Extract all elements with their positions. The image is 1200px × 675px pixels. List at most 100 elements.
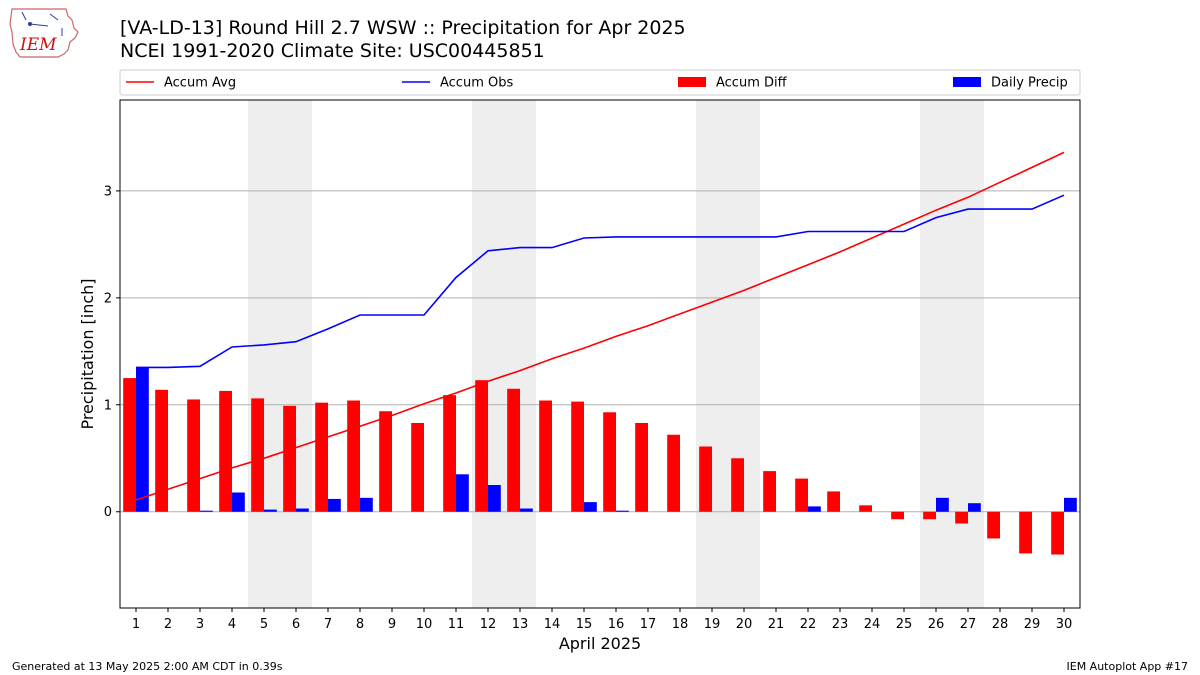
daily-precip-bar xyxy=(200,510,213,512)
accum-diff-bar xyxy=(859,505,872,512)
x-tick-label: 15 xyxy=(576,617,593,632)
accum-diff-bar xyxy=(283,405,296,512)
legend-label: Accum Avg xyxy=(164,76,236,91)
x-tick-label: 24 xyxy=(864,617,881,632)
daily-precip-bar xyxy=(584,502,597,512)
accum-diff-bar xyxy=(1019,511,1032,554)
x-tick-label: 27 xyxy=(960,617,977,632)
daily-precip-bar xyxy=(936,497,949,512)
x-tick-label: 12 xyxy=(480,617,497,632)
weekend-shade xyxy=(472,100,536,608)
accum-diff-bar xyxy=(923,511,936,520)
logo-text: IEM xyxy=(19,35,57,55)
accum-diff-bar xyxy=(763,471,776,512)
legend-label: Daily Precip xyxy=(991,76,1068,91)
daily-precip-bar xyxy=(616,510,629,512)
accum-diff-bar xyxy=(315,402,328,512)
accum-avg-line xyxy=(135,151,1065,501)
daily-precip-bar xyxy=(488,485,501,512)
x-tick-label: 18 xyxy=(672,617,689,632)
x-tick-label: 3 xyxy=(196,617,204,632)
daily-precip-bar xyxy=(136,367,149,512)
generated-timestamp: Generated at 13 May 2025 2:00 AM CDT in … xyxy=(12,660,283,673)
weekend-shade xyxy=(248,100,312,608)
legend-bar-swatch xyxy=(678,77,706,87)
x-tick-label: 7 xyxy=(324,617,332,632)
plot-frame xyxy=(119,99,1081,609)
accum-diff-bar xyxy=(891,511,904,520)
daily-precip-bar xyxy=(232,492,245,512)
accum-diff-bar xyxy=(987,511,1000,539)
iem-logo: IEM xyxy=(9,8,79,58)
x-tick-label: 8 xyxy=(356,617,364,632)
accum-diff-bar xyxy=(827,491,840,512)
accum-diff-bar xyxy=(187,399,200,512)
x-tick-label: 13 xyxy=(512,617,529,632)
x-tick-label: 29 xyxy=(1024,617,1041,632)
y-tick-label: 3 xyxy=(104,184,112,199)
x-tick-label: 10 xyxy=(416,617,433,632)
x-tick-label: 1 xyxy=(132,617,140,632)
accum-diff-bar xyxy=(443,395,456,512)
accum-diff-bar xyxy=(635,422,648,512)
x-tick-label: 6 xyxy=(292,617,300,632)
daily-precip-bar xyxy=(360,497,373,512)
x-tick-label: 14 xyxy=(544,617,561,632)
x-tick-label: 5 xyxy=(260,617,268,632)
y-axis-label: Precipitation [inch] xyxy=(78,278,97,429)
accum-diff-bar xyxy=(411,422,424,512)
accum-diff-bar xyxy=(123,378,136,512)
legend-label: Accum Diff xyxy=(716,76,788,91)
legend-box xyxy=(119,69,1081,96)
weekend-shading xyxy=(248,100,984,608)
daily-precip-bar xyxy=(808,506,821,512)
y-tick-label: 2 xyxy=(104,291,112,306)
daily-precip-bar xyxy=(328,498,341,512)
line-series xyxy=(135,151,1065,501)
accum-diff-bar xyxy=(347,400,360,512)
accum-diff-bar xyxy=(603,412,616,512)
x-tick-label: 2 xyxy=(164,617,172,632)
grid-lines xyxy=(120,190,1080,513)
accum-obs-line xyxy=(136,194,1065,369)
accum-diff-bar xyxy=(155,389,168,512)
accum-diff-bar xyxy=(1051,511,1064,555)
legend-label: Accum Obs xyxy=(440,76,513,91)
x-tick-label: 28 xyxy=(992,617,1009,632)
legend-bar-swatch xyxy=(953,77,981,87)
x-tick-label: 19 xyxy=(704,617,721,632)
accum-diff-bar xyxy=(699,446,712,512)
daily-precip-bar xyxy=(1064,497,1077,512)
daily-precip-bar xyxy=(264,509,277,512)
daily-precip-bar xyxy=(296,508,309,512)
x-tick-label: 17 xyxy=(640,617,657,632)
chart-title: [VA-LD-13] Round Hill 2.7 WSW :: Precipi… xyxy=(120,17,686,39)
accum-diff-bar xyxy=(507,388,520,512)
x-tick-label: 21 xyxy=(768,617,785,632)
accum-diff-bar xyxy=(475,380,488,512)
daily-precip-bar xyxy=(520,508,533,512)
x-tick-label: 9 xyxy=(388,617,396,632)
y-tick-label: 1 xyxy=(104,398,112,413)
x-tick-label: 11 xyxy=(448,617,465,632)
x-tick-label: 22 xyxy=(800,617,817,632)
accum-diff-bar xyxy=(955,511,968,524)
x-tick-label: 30 xyxy=(1056,617,1073,632)
daily-precip-bar xyxy=(456,474,469,512)
accum-diff-bar xyxy=(219,390,232,512)
app-credit: IEM Autoplot App #17 xyxy=(1066,660,1189,673)
accum-diff-bar xyxy=(795,478,808,512)
x-tick-label: 16 xyxy=(608,617,625,632)
daily-precip-bar xyxy=(968,503,981,512)
accum-diff-bar xyxy=(731,458,744,512)
accum-diff-bar xyxy=(251,398,264,512)
weekend-shade xyxy=(696,100,760,608)
bar-series xyxy=(123,367,1077,555)
legend: Accum Avg Accum Obs Accum Diff Daily Precip xyxy=(119,69,1081,96)
x-tick-label: 26 xyxy=(928,617,945,632)
accum-diff-bar xyxy=(667,434,680,512)
x-tick-label: 23 xyxy=(832,617,849,632)
accum-diff-bar xyxy=(571,401,584,512)
